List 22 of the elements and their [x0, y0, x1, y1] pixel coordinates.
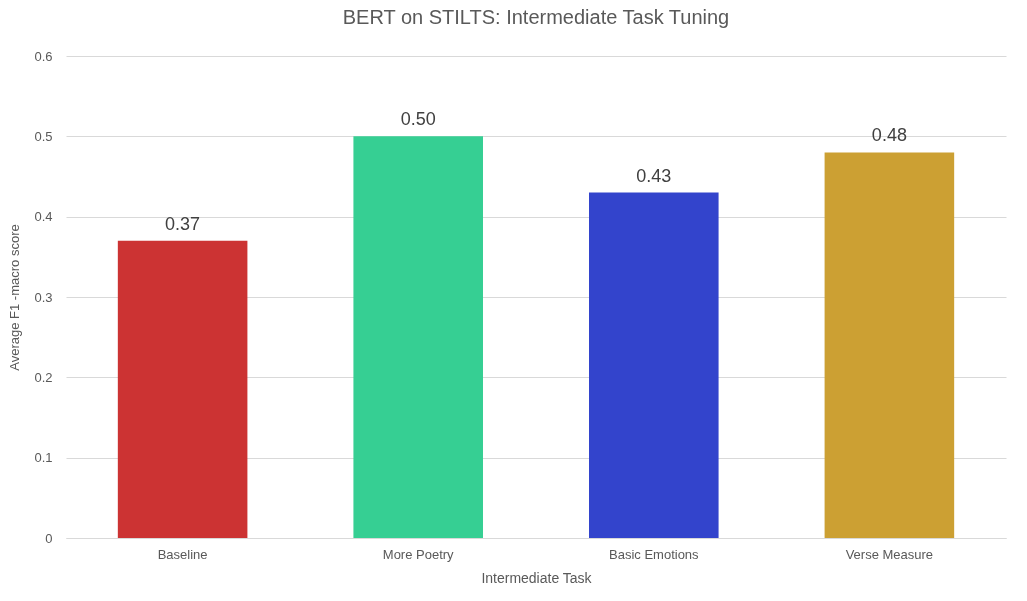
- bar: [353, 136, 483, 538]
- bar: [117, 240, 248, 538]
- bar: [589, 192, 719, 538]
- y-axis-title: Average F1 -macro score: [7, 224, 23, 371]
- data-label: 0.43: [636, 165, 672, 186]
- y-tick-label: 0: [45, 530, 53, 546]
- y-tick-label: 0.2: [34, 369, 53, 385]
- x-tick-label: Verse Measure: [845, 546, 934, 562]
- x-tick-label: More Poetry: [382, 546, 455, 562]
- data-label: 0.37: [165, 213, 201, 234]
- chart-title: BERT on STILTS: Intermediate Task Tuning: [342, 6, 730, 28]
- data-label: 0.50: [400, 109, 436, 130]
- y-tick-label: 0.4: [34, 209, 53, 225]
- x-tick-label: Basic Emotions: [609, 546, 700, 562]
- y-tick-label: 0.5: [34, 128, 53, 144]
- y-tick-label: 0.1: [34, 450, 53, 466]
- y-tick-label: 0.6: [34, 48, 53, 64]
- x-axis-title: Intermediate Task: [481, 569, 593, 586]
- y-tick-label: 0.3: [34, 289, 53, 305]
- x-tick-label: Baseline: [157, 546, 208, 562]
- bar: [824, 152, 955, 538]
- data-label: 0.48: [871, 125, 907, 146]
